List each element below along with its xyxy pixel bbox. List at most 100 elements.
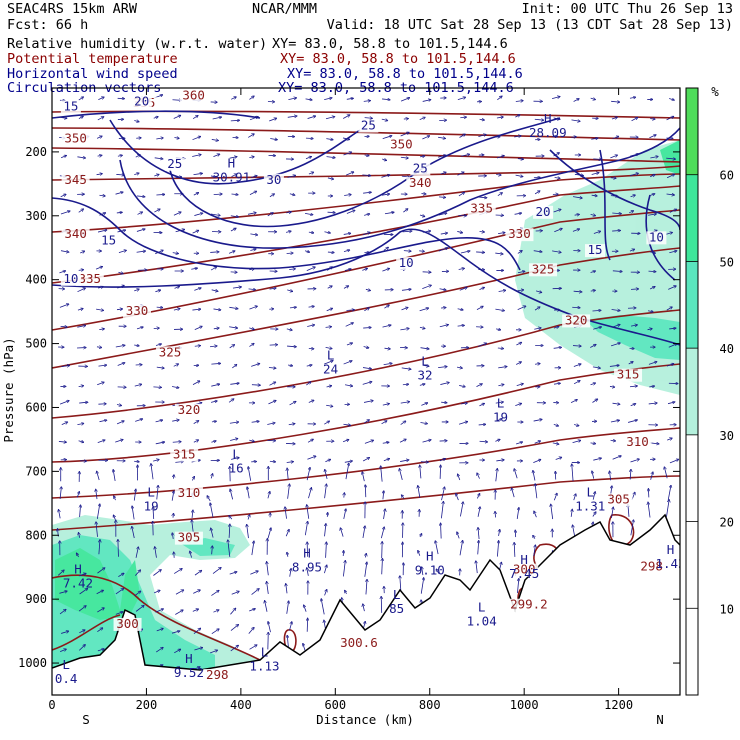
circulation-vector [517,159,523,160]
circulation-vector [609,365,619,366]
circulation-vector [137,196,144,197]
circulation-vector [61,422,68,425]
circulation-vector [553,383,560,384]
wind-labels: 15 20 25 25 25 30 15 10 10 20 15 10 [60,93,667,286]
circulation-vector [647,329,652,330]
circulation-vector [515,175,523,176]
circulation-vector [229,307,237,308]
valid-time: Valid: 18 UTC Sat 28 Sep 13 (13 CDT Sat … [327,17,733,33]
theta-label: 335 [78,271,101,286]
x-tick-label: 600 [324,698,346,712]
circulation-vector [155,547,157,558]
circulation-vector [78,116,83,120]
circulation-vector [155,250,163,255]
circulation-vector [171,491,174,501]
circulation-vector [307,568,309,576]
theta-label-bg [174,531,203,545]
circulation-vector [669,99,674,100]
wind-label-bg [60,272,81,286]
y-tick-label: 500 [25,337,47,351]
circulation-vector [250,249,255,250]
circulation-vector [478,541,479,555]
circulation-vector [269,382,275,386]
circulation-vector [135,606,144,612]
circulation-vector [289,622,291,631]
circulation-vector [153,460,159,462]
circulation-vector [476,252,484,253]
circulation-vector [304,522,307,536]
circulation-vector [290,569,291,577]
circulation-vector [533,471,536,481]
wind-label: 25 [167,156,182,171]
circulation-vector [77,288,85,293]
circulation-vector [326,542,327,558]
circulation-vector [346,98,353,99]
circulation-vector [497,541,498,557]
circulation-vector [286,601,289,614]
theta-labels: 3553603503503453403403353353303303253253… [61,88,666,683]
theta-label: 350 [390,137,413,152]
circulation-vector [153,507,154,520]
circulation-vector [382,269,389,272]
extremum-value: 32 [417,368,432,383]
circulation-vector [193,193,198,196]
theta-line-305 [52,475,680,531]
circulation-vector [422,567,423,576]
circulation-vector [326,157,335,158]
circulation-vector [247,213,256,215]
colorbar-swatch [686,174,698,262]
circulation-vector [172,533,173,539]
circulation-vector [574,214,579,215]
circulation-vector [571,137,576,138]
circulation-vector [593,327,601,330]
circulation-vector [80,505,81,518]
circulation-vector [59,649,66,653]
theta-label: 310 [178,485,201,500]
circulation-vector [230,625,238,631]
circulation-vector [192,477,194,481]
circulation-vector [458,192,464,197]
circulation-vector [669,251,676,254]
extremum-value: 7.45 [509,566,539,581]
circulation-vector [174,649,180,654]
circulation-vector [495,469,497,482]
circulation-vector [517,251,522,254]
circulation-vector [380,527,384,539]
circulation-vector [171,387,178,388]
x-tick-label: 800 [419,698,441,712]
circulation-vector [192,155,201,157]
circulation-vector [193,440,198,443]
circulation-vector [590,98,595,99]
circulation-vector [303,644,306,651]
circulation-vector [495,253,502,254]
circulation-vector [230,608,235,615]
circulation-vector [362,269,367,271]
circulation-vector [629,211,633,213]
circulation-vector [573,99,579,102]
circulation-vector [210,214,220,215]
circulation-vector [247,525,249,539]
circulation-vector [171,631,179,634]
wind-label: 15 [101,233,116,248]
circulation-vector [612,231,620,232]
wind-label-bg [60,100,81,114]
circulation-vector [134,591,141,597]
circulation-vector [419,308,429,312]
circulation-vector [666,307,672,311]
circulation-vector [136,327,143,330]
circulation-vector [155,442,164,445]
circulation-vector [113,470,116,482]
circulation-vector [308,232,314,233]
circulation-vector [344,385,352,386]
circulation-vector [553,327,559,328]
circulation-vector [286,329,292,330]
theta-line-360 [52,110,680,119]
circulation-vector [229,572,237,575]
theta-label-bg [467,202,496,216]
circulation-vector [439,325,448,328]
circulation-vector [286,462,293,463]
x-axis: 0 200 400 600 800 1000 1200 [48,88,633,712]
circulation-vector [364,214,369,215]
x-tick-label: 200 [136,698,158,712]
circulation-vector [631,118,638,122]
